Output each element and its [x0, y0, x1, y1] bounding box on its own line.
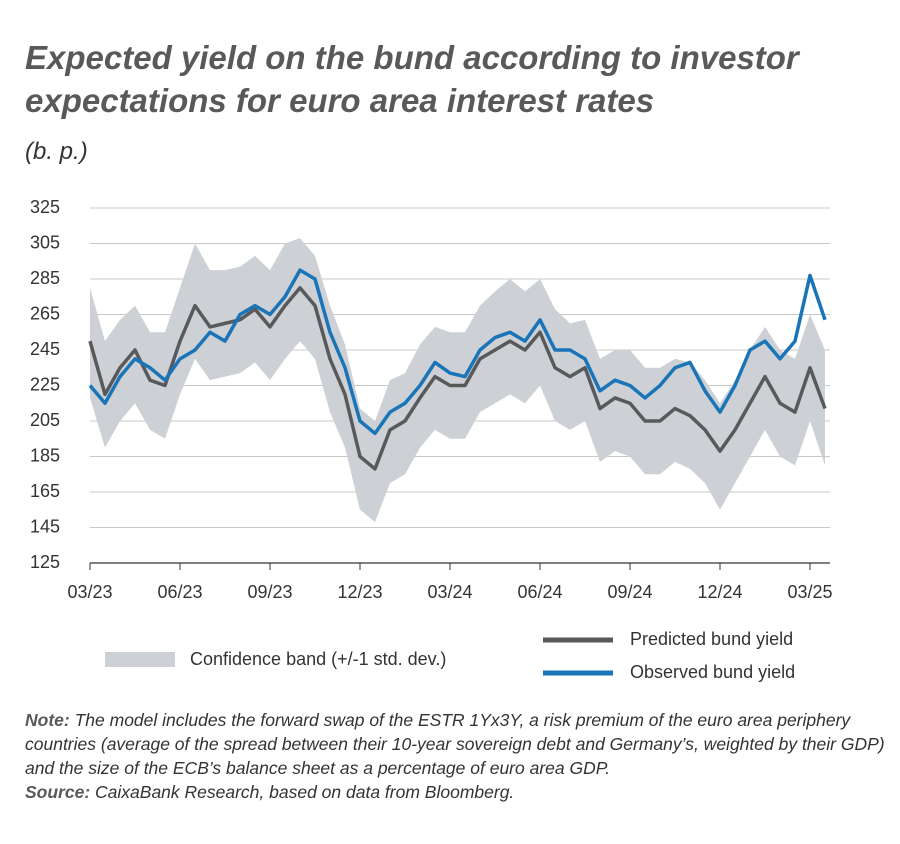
note-text: The model includes the forward swap of t… [25, 710, 885, 778]
legend-label: Observed bund yield [630, 662, 795, 682]
y-tick-label: 285 [30, 268, 60, 288]
y-tick-label: 125 [30, 552, 60, 572]
y-tick-label: 205 [30, 410, 60, 430]
source-text: CaixaBank Research, based on data from B… [95, 782, 515, 802]
x-tick-label: 09/23 [247, 582, 292, 602]
chart-title: Expected yield on the bund according to … [25, 39, 799, 119]
x-tick-label: 12/23 [337, 582, 382, 602]
y-tick-label: 305 [30, 232, 60, 252]
series-line [88, 268, 827, 436]
x-tick-label: 03/24 [427, 582, 472, 602]
x-tick-label: 03/23 [67, 582, 112, 602]
source: Source: CaixaBank Research, based on dat… [25, 780, 890, 804]
confidence-band [90, 238, 825, 523]
note: Note: The model includes the forward swa… [25, 708, 890, 780]
y-tick-label: 165 [30, 481, 60, 501]
y-tick-label: 245 [30, 339, 60, 359]
y-tick-label: 265 [30, 303, 60, 323]
notes: Note: The model includes the forward swa… [25, 708, 890, 804]
chart-subtitle: (b. p.) [25, 138, 88, 165]
series-line [88, 286, 827, 471]
x-tick-label: 06/23 [157, 582, 202, 602]
y-tick-label: 145 [30, 516, 60, 536]
y-tick-label: 185 [30, 445, 60, 465]
x-tick-label: 12/24 [697, 582, 742, 602]
legend-swatch [105, 652, 175, 667]
note-label: Note: [25, 710, 70, 730]
x-tick-label: 06/24 [517, 582, 562, 602]
y-tick-label: 225 [30, 374, 60, 394]
x-tick-label: 03/25 [787, 582, 832, 602]
source-label: Source: [25, 782, 91, 802]
legend-label: Confidence band (+/-1 std. dev.) [190, 649, 446, 669]
legend-label: Predicted bund yield [630, 629, 793, 649]
x-tick-label: 09/24 [607, 582, 652, 602]
y-tick-label: 325 [30, 197, 60, 217]
chart: 125 145 165 185 205 225 245 265 285 305 325 03/23 06… [30, 197, 833, 682]
